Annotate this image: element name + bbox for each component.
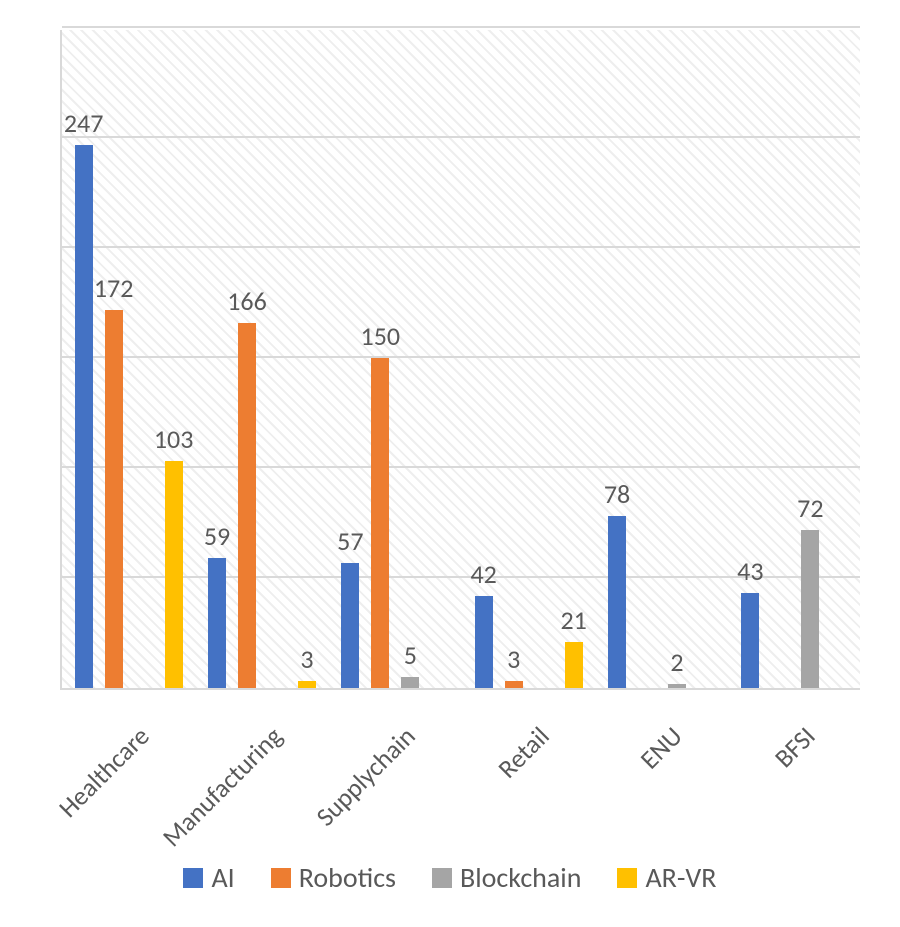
bar-value-label: 3 (300, 643, 313, 675)
category-label: Retail (491, 720, 556, 785)
bar-value-label: 166 (227, 285, 267, 317)
legend-swatch (183, 868, 203, 888)
bar-value-label: 150 (361, 320, 401, 352)
bar-value-label: 172 (94, 272, 134, 304)
bar: 166 (238, 323, 256, 688)
bar: 150 (371, 358, 389, 688)
legend-label: Blockchain (460, 860, 581, 895)
bar: 247 (75, 145, 93, 688)
bar: 5 (401, 677, 419, 688)
bar-value-label: 43 (737, 555, 763, 587)
category-labels: HealthcareManufacturingSupplychainRetail… (60, 696, 860, 836)
category-label: BFSI (768, 720, 822, 774)
legend: AI Robotics Blockchain AR-VR (0, 860, 900, 895)
bar: 21 (565, 642, 583, 688)
category-label: Healthcare (51, 720, 155, 824)
bar: 172 (105, 310, 123, 688)
chart-container: 247172103591663571505423217824372 Health… (0, 0, 900, 927)
legend-item: Robotics (271, 860, 396, 895)
legend-label: AR-VR (645, 860, 716, 895)
gridline (62, 136, 860, 138)
category-label: Supplychain (309, 720, 421, 832)
legend-item: AI (183, 860, 234, 895)
bar: 59 (208, 558, 226, 688)
legend-item: Blockchain (432, 860, 581, 895)
category-label: ENU (633, 720, 688, 775)
bar-value-label: 21 (560, 604, 586, 636)
bar-value-label: 5 (404, 639, 417, 671)
bar: 78 (608, 516, 626, 688)
bar: 3 (298, 681, 316, 688)
gridline (62, 246, 860, 248)
bar-value-label: 57 (337, 525, 363, 557)
category-label: Manufacturing (156, 720, 289, 853)
bar-value-label: 42 (470, 558, 496, 590)
legend-item: AR-VR (617, 860, 716, 895)
bar: 2 (668, 684, 686, 688)
gridline (62, 356, 860, 358)
bar-value-label: 72 (797, 492, 823, 524)
bar-value-label: 78 (604, 478, 630, 510)
legend-swatch (617, 868, 637, 888)
bar: 3 (505, 681, 523, 688)
bar-value-label: 3 (507, 643, 520, 675)
legend-label: Robotics (299, 860, 396, 895)
bar: 72 (801, 530, 819, 688)
gridline (62, 26, 860, 28)
bar: 43 (741, 593, 759, 688)
bar: 42 (475, 596, 493, 688)
bar-value-label: 247 (64, 107, 104, 139)
bar-value-label: 59 (204, 520, 230, 552)
legend-label: AI (211, 860, 234, 895)
legend-swatch (432, 868, 452, 888)
bar-value-label: 2 (670, 646, 683, 678)
bar-value-label: 103 (154, 423, 194, 455)
plot-area: 247172103591663571505423217824372 (60, 30, 860, 690)
bar: 57 (341, 563, 359, 688)
bar: 103 (165, 461, 183, 688)
legend-swatch (271, 868, 291, 888)
